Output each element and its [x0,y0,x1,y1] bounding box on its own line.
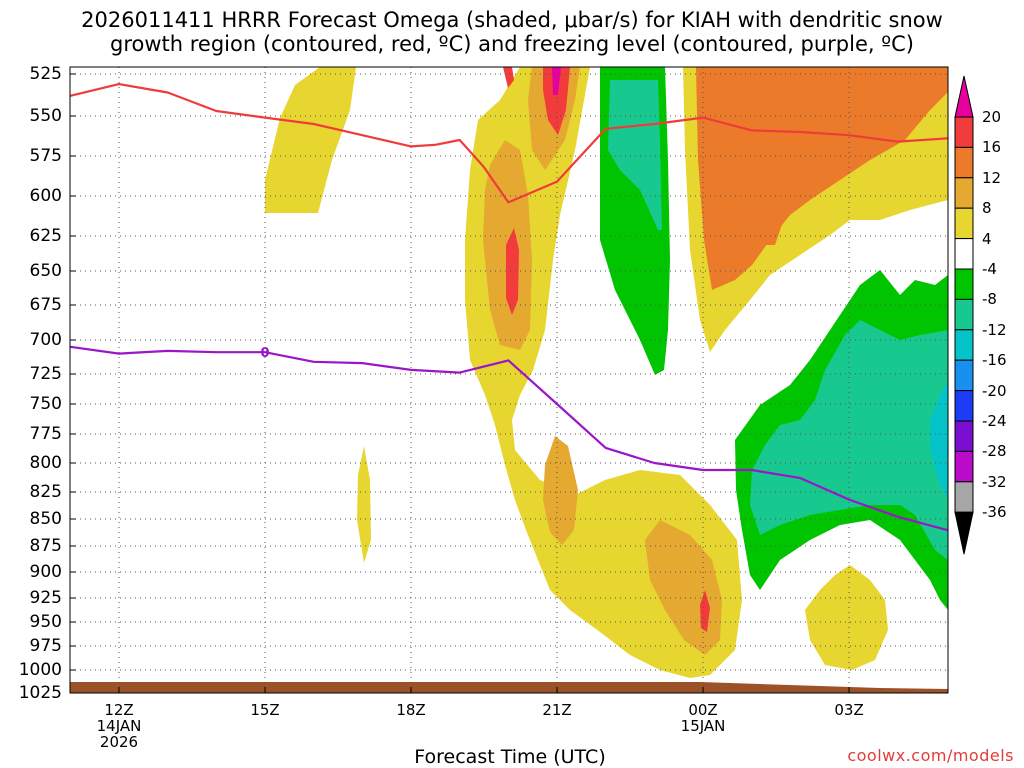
y-tick-label: 525 [29,64,62,84]
x-tick-label: 12Z [104,701,134,719]
shade-red-lower-2345z [700,590,710,632]
colorbar-label: -16 [982,351,1007,370]
x-tick-label: 15JAN [680,717,726,735]
shade-red-sliver-top [503,67,514,88]
x-tick-label: 00Z [688,701,718,719]
colorbar-label: -36 [982,503,1007,522]
colorbar-label: 4 [982,229,992,248]
colorbar-top-arrow [954,75,974,118]
colorbar-label: 12 [982,168,1002,187]
source-credit: coolwx.com/models [847,746,1014,765]
y-tick-label: 1025 [18,683,62,703]
chart-title-line-2: growth region (contoured, red, ºC) and f… [110,32,914,56]
shade-red-top-21z [543,67,570,135]
colorbar-band-7 [954,298,974,331]
plot-frame [69,66,949,694]
y-tick-label: 850 [29,509,62,529]
colorbar-band-8 [954,329,974,361]
y-tick-label: 950 [29,612,62,632]
x-tick-label: 15Z [250,701,280,719]
y-tick-label: 675 [29,295,62,315]
shade-red-core-20z [506,228,519,315]
series-line-0 [70,83,948,204]
colorbar-label: 16 [982,138,1002,157]
omega-shading [265,67,948,678]
freezing-level-zero-label: 0 [260,346,269,361]
colorbar-bottom-arrow [954,511,974,555]
colorbar-label: -12 [982,320,1007,339]
y-tick-label: 900 [29,562,62,582]
colorbar-label: -8 [982,290,997,309]
y-tick-label: 1000 [18,660,62,680]
y-tick-label: 725 [29,364,62,384]
x-tick-label: 03Z [834,701,864,719]
shade-teal-column-2230z [608,80,662,230]
shade-yellow-streak-17z [357,446,371,563]
series-line-1 [70,345,948,532]
colorbar-label: -20 [982,381,1007,400]
y-tick-label: 550 [29,106,62,126]
shade-yellow-main-column [465,67,742,678]
y-tick-label: 750 [29,394,62,414]
colorbar-label: -28 [982,442,1007,461]
y-tick-label: 575 [29,146,62,166]
colorbar-band-3 [954,177,974,209]
ground-surface [70,682,948,693]
colorbar-band-13 [954,481,974,513]
y-tick-label: 600 [29,186,62,206]
y-tick-label: 925 [29,588,62,608]
colorbar-label: -32 [982,472,1007,491]
x-tick-label: 21Z [542,701,572,719]
chart-title-line-1: 2026011411 HRRR Forecast Omega (shaded, … [81,8,943,32]
shade-pink-top-21z [552,67,561,95]
shade-orange-inner-upper-right [700,67,948,245]
x-axis-title: Forecast Time (UTC) [414,746,606,768]
axis-ticks [70,73,850,694]
colorbar [954,75,974,555]
shade-cyan-edge-right [930,380,948,500]
y-tick-label: 625 [29,226,62,246]
colorbar-label: -24 [982,412,1007,430]
colorbar-label: 8 [982,199,992,218]
y-tick-label: 700 [29,330,62,350]
x-tick-label: 18Z [396,701,426,719]
x-tick-label: 2026 [99,733,139,751]
colorbar-band-6 [954,268,974,300]
colorbar-band-5 [954,238,974,270]
y-tick-label: 800 [29,453,62,473]
colorbar-label: -4 [982,260,997,278]
contour-lines: 0 [70,83,948,532]
y-tick-label: 825 [29,482,62,502]
shade-yellow-blob-0330z [805,565,888,670]
x-tick-label: 14JAN [96,717,142,735]
colorbar-label: 20 [982,108,1002,126]
colorbar-band-1 [954,116,974,148]
ground-terrain [70,682,948,693]
colorbar-band-11 [954,420,974,452]
y-tick-label: 875 [29,536,62,556]
shade-yellow-band-15z [265,67,356,213]
shade-orange-lower-21z [543,436,578,545]
colorbar-band-10 [954,390,974,422]
colorbar-band-12 [954,450,974,483]
colorbar-band-9 [954,359,974,392]
y-tick-label: 975 [29,636,62,656]
colorbar-band-2 [954,146,974,179]
shade-teal-lower-right [750,320,948,560]
y-tick-label: 650 [29,261,62,281]
y-tick-label: 775 [29,424,62,444]
colorbar-band-4 [954,207,974,240]
